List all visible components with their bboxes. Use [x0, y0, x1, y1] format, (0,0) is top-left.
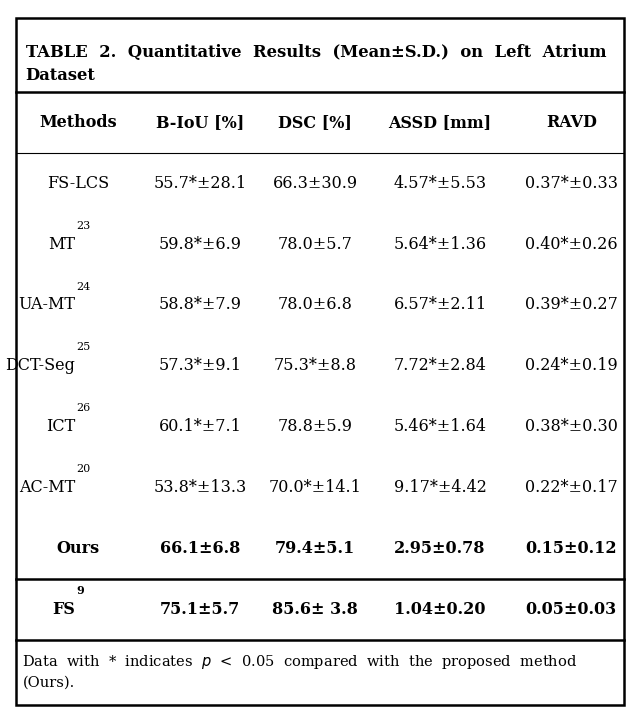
FancyBboxPatch shape — [16, 18, 624, 705]
Text: 75.1±5.7: 75.1±5.7 — [160, 601, 240, 618]
Text: FS-LCS: FS-LCS — [47, 175, 109, 192]
Text: DCT-Seg: DCT-Seg — [5, 357, 76, 375]
Text: 9.17*±4.42: 9.17*±4.42 — [394, 479, 486, 496]
Text: 58.8*±7.9: 58.8*±7.9 — [159, 296, 241, 314]
Text: ASSD [mm]: ASSD [mm] — [388, 114, 492, 131]
Text: 53.8*±13.3: 53.8*±13.3 — [154, 479, 246, 496]
Text: Data  with  *  indicates  $p$  <  0.05  compared  with  the  proposed  method: Data with * indicates $p$ < 0.05 compare… — [22, 654, 577, 671]
Text: 20: 20 — [77, 464, 91, 474]
Text: 79.4±5.1: 79.4±5.1 — [275, 540, 355, 557]
Text: 0.38*±0.30: 0.38*±0.30 — [525, 418, 618, 435]
Text: 26: 26 — [77, 403, 91, 414]
Text: 78.0±5.7: 78.0±5.7 — [278, 236, 353, 252]
Text: 5.64*±1.36: 5.64*±1.36 — [394, 236, 486, 252]
Text: 66.3±30.9: 66.3±30.9 — [273, 175, 358, 192]
Text: 0.40*±0.26: 0.40*±0.26 — [525, 236, 618, 252]
Bar — [16, 92, 624, 153]
Text: RAVD: RAVD — [546, 114, 596, 131]
Text: 75.3*±8.8: 75.3*±8.8 — [274, 357, 356, 375]
Bar — [16, 518, 624, 579]
Text: ICT: ICT — [46, 418, 76, 435]
Text: Ours: Ours — [57, 540, 100, 557]
Text: B-IoU [%]: B-IoU [%] — [156, 114, 244, 131]
Text: MT: MT — [48, 236, 76, 252]
Text: 0.37*±0.33: 0.37*±0.33 — [525, 175, 618, 192]
Text: 5.46*±1.64: 5.46*±1.64 — [394, 418, 486, 435]
Text: 1.04±0.20: 1.04±0.20 — [394, 601, 486, 618]
Text: 25: 25 — [77, 343, 91, 352]
Text: 70.0*±14.1: 70.0*±14.1 — [269, 479, 362, 496]
Text: Methods: Methods — [40, 114, 117, 131]
Text: 57.3*±9.1: 57.3*±9.1 — [159, 357, 241, 375]
Text: 0.15±0.12: 0.15±0.12 — [525, 540, 617, 557]
Text: 78.8±5.9: 78.8±5.9 — [278, 418, 353, 435]
Text: 2.95±0.78: 2.95±0.78 — [394, 540, 486, 557]
Text: 66.1±6.8: 66.1±6.8 — [160, 540, 240, 557]
Text: 0.24*±0.19: 0.24*±0.19 — [525, 357, 618, 375]
Text: UA-MT: UA-MT — [18, 296, 76, 314]
Text: 59.8*±6.9: 59.8*±6.9 — [159, 236, 241, 252]
Text: 55.7*±28.1: 55.7*±28.1 — [154, 175, 246, 192]
Text: 6.57*±2.11: 6.57*±2.11 — [394, 296, 486, 314]
Text: 85.6± 3.8: 85.6± 3.8 — [272, 601, 358, 618]
Text: 0.39*±0.27: 0.39*±0.27 — [525, 296, 618, 314]
Text: 0.05±0.03: 0.05±0.03 — [525, 601, 617, 618]
Text: FS: FS — [52, 601, 76, 618]
Text: AC-MT: AC-MT — [19, 479, 76, 496]
Text: TABLE  2.  Quantitative  Results  (Mean±S.D.)  on  Left  Atrium: TABLE 2. Quantitative Results (Mean±S.D.… — [26, 43, 606, 61]
Text: 23: 23 — [77, 221, 91, 231]
Text: (Ours).: (Ours). — [22, 675, 75, 690]
Text: 60.1*±7.1: 60.1*±7.1 — [159, 418, 241, 435]
Text: 0.22*±0.17: 0.22*±0.17 — [525, 479, 618, 496]
Text: 4.57*±5.53: 4.57*±5.53 — [394, 175, 486, 192]
Text: 9: 9 — [77, 585, 84, 596]
Text: Dataset: Dataset — [26, 67, 95, 85]
Text: 78.0±6.8: 78.0±6.8 — [278, 296, 353, 314]
Text: 7.72*±2.84: 7.72*±2.84 — [394, 357, 486, 375]
Text: DSC [%]: DSC [%] — [278, 114, 352, 131]
Text: 24: 24 — [77, 281, 91, 291]
